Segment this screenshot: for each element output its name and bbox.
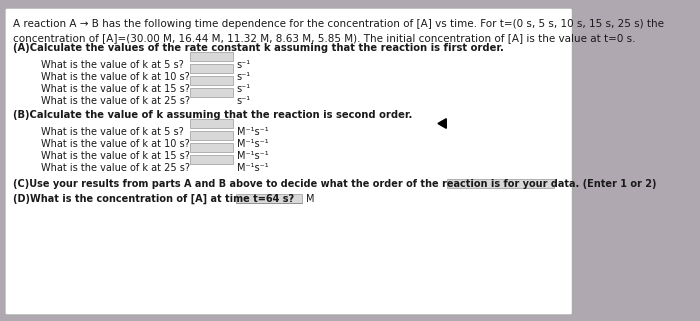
Text: What is the value of k at 25 s?: What is the value of k at 25 s? bbox=[41, 96, 190, 106]
Text: s⁻¹: s⁻¹ bbox=[237, 60, 251, 70]
Text: M⁻¹s⁻¹: M⁻¹s⁻¹ bbox=[237, 163, 268, 173]
Text: What is the value of k at 15 s?: What is the value of k at 15 s? bbox=[41, 151, 190, 161]
FancyBboxPatch shape bbox=[190, 88, 233, 97]
Text: (A)Calculate the values of the rate constant k assuming that the reaction is fir: (A)Calculate the values of the rate cons… bbox=[13, 43, 504, 53]
Text: (C)Use your results from parts A and B above to decide what the order of the rea: (C)Use your results from parts A and B a… bbox=[13, 179, 657, 189]
Text: What is the value of k at 15 s?: What is the value of k at 15 s? bbox=[41, 84, 190, 94]
Text: M⁻¹s⁻¹: M⁻¹s⁻¹ bbox=[237, 139, 268, 149]
Text: M⁻¹s⁻¹: M⁻¹s⁻¹ bbox=[237, 151, 268, 161]
FancyBboxPatch shape bbox=[190, 52, 233, 61]
Text: M: M bbox=[306, 194, 314, 204]
Text: What is the value of k at 10 s?: What is the value of k at 10 s? bbox=[41, 72, 190, 82]
FancyBboxPatch shape bbox=[190, 76, 233, 85]
Text: What is the value of k at 10 s?: What is the value of k at 10 s? bbox=[41, 139, 190, 149]
FancyBboxPatch shape bbox=[5, 8, 573, 315]
FancyBboxPatch shape bbox=[236, 194, 302, 203]
FancyBboxPatch shape bbox=[190, 155, 233, 164]
FancyBboxPatch shape bbox=[190, 131, 233, 140]
FancyBboxPatch shape bbox=[190, 119, 233, 128]
Text: (B)Calculate the value of k assuming that the reaction is second order.: (B)Calculate the value of k assuming tha… bbox=[13, 110, 412, 120]
FancyBboxPatch shape bbox=[447, 179, 554, 188]
Text: What is the value of k at 5 s?: What is the value of k at 5 s? bbox=[41, 127, 184, 137]
Text: A reaction A → B has the following time dependence for the concentration of [A] : A reaction A → B has the following time … bbox=[13, 19, 664, 43]
Text: (D)What is the concentration of [A] at time t=64 s?: (D)What is the concentration of [A] at t… bbox=[13, 194, 295, 204]
Text: What is the value of k at 5 s?: What is the value of k at 5 s? bbox=[41, 60, 184, 70]
Text: s⁻¹: s⁻¹ bbox=[237, 96, 251, 106]
FancyBboxPatch shape bbox=[190, 143, 233, 152]
Text: s⁻¹: s⁻¹ bbox=[237, 72, 251, 82]
Text: M⁻¹s⁻¹: M⁻¹s⁻¹ bbox=[237, 127, 268, 137]
Text: What is the value of k at 25 s?: What is the value of k at 25 s? bbox=[41, 163, 190, 173]
Text: s⁻¹: s⁻¹ bbox=[237, 84, 251, 94]
FancyBboxPatch shape bbox=[190, 64, 233, 73]
